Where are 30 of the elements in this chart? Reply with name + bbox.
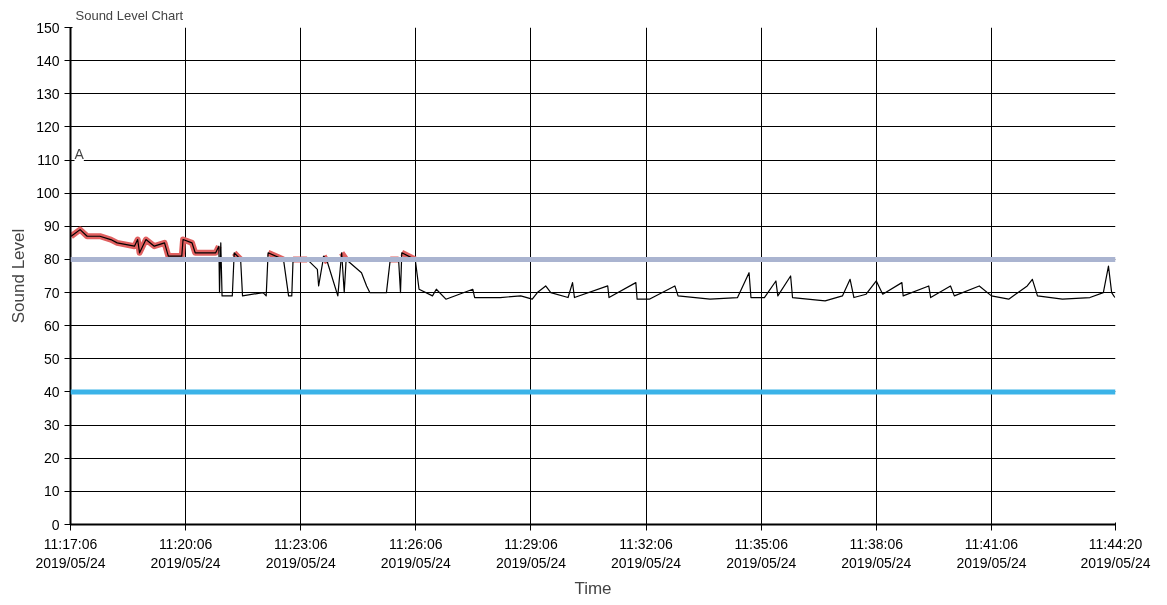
y-tick-label: 80 — [43, 251, 60, 268]
y-tick-label: 150 — [36, 19, 60, 36]
y-tick-label: 70 — [43, 284, 60, 301]
y-tick-label: 110 — [37, 152, 60, 169]
y-tick-label: 60 — [43, 317, 60, 334]
chart-title: Sound Level Chart — [75, 7, 184, 23]
x-tick-label: 11:29:06 2019/05/24 — [495, 535, 567, 571]
x-tick-label: 11:44:20 2019/05/24 — [1080, 535, 1151, 571]
annotation: A — [74, 146, 85, 162]
y-tick-label: 130 — [36, 85, 60, 102]
x-tick-label: 11:26:06 2019/05/24 — [380, 535, 452, 571]
y-axis-title: Sound Level — [9, 228, 29, 324]
y-tick-label: 120 — [36, 118, 60, 135]
x-tick-label: 11:17:06 2019/05/24 — [35, 535, 106, 571]
y-tick-label: 0 — [51, 516, 60, 533]
y-tick-label: 10 — [43, 483, 60, 500]
x-tick-label: 11:41:06 2019/05/24 — [956, 535, 1027, 571]
x-tick-label: 11:23:06 2019/05/24 — [265, 535, 336, 571]
y-tick-label: 90 — [43, 218, 60, 235]
y-tick-label: 100 — [36, 185, 60, 202]
y-tick-label: 20 — [43, 450, 60, 467]
x-tick-label: 11:35:06 2019/05/24 — [726, 535, 797, 571]
y-tick-label: 140 — [36, 52, 60, 69]
x-tick-label: 11:38:06 2019/05/24 — [841, 535, 912, 571]
y-tick-label: 50 — [43, 350, 60, 367]
x-tick-label: 11:20:06 2019/05/24 — [150, 535, 221, 571]
y-tick-label: 30 — [43, 417, 60, 434]
x-tick-label: 11:32:06 2019/05/24 — [611, 535, 682, 571]
y-tick-label: 40 — [43, 383, 60, 400]
x-axis-title: Time — [574, 578, 612, 598]
